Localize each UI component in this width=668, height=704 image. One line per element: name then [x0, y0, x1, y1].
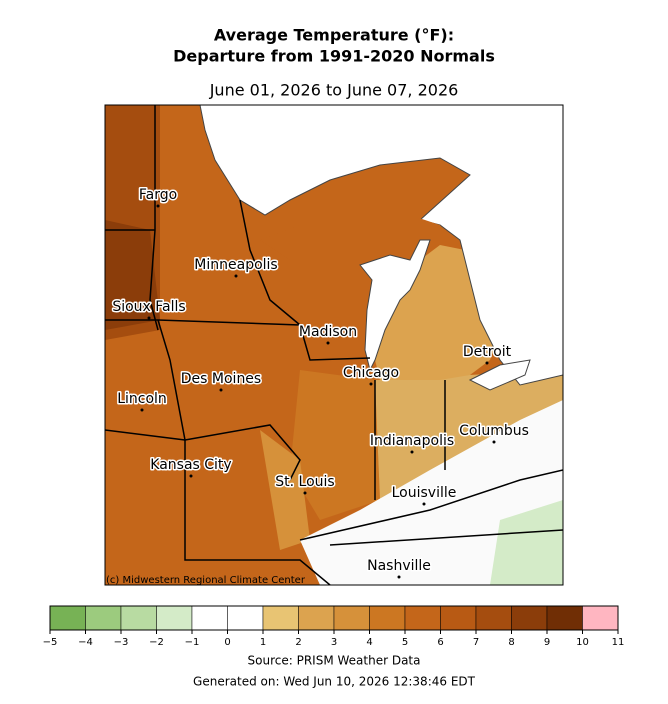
- tick-label: 3: [331, 637, 337, 648]
- city-label: Chicago: [343, 365, 399, 381]
- city-label: St. Louis: [275, 474, 334, 490]
- tick-label: 5: [402, 637, 408, 648]
- tick-label: −5: [43, 637, 58, 648]
- city-label: Kansas City: [150, 457, 231, 473]
- tick-label: 10: [576, 637, 589, 648]
- city-label: Madison: [299, 324, 357, 340]
- region: [375, 245, 500, 380]
- region: [290, 370, 380, 520]
- city-dot: [492, 440, 496, 444]
- color-bin: [49, 605, 86, 631]
- color-bin: [475, 605, 512, 631]
- city-dot: [422, 502, 426, 506]
- city-dot: [410, 450, 414, 454]
- tick-label: 8: [508, 637, 514, 648]
- city-label: Nashville: [367, 558, 431, 574]
- tick-label: 7: [473, 637, 479, 648]
- city-label: Sioux Falls: [112, 299, 185, 315]
- lake-michigan: [359, 239, 431, 372]
- city-dot: [140, 408, 144, 412]
- tick-label: −4: [78, 637, 93, 648]
- city-dot: [219, 388, 223, 392]
- city-label: Indianapolis: [370, 433, 454, 449]
- upper-peninsula: [260, 215, 450, 270]
- map: [104, 104, 564, 586]
- city-label: Des Moines: [181, 371, 261, 387]
- generated: Generated on: Wed Jun 10, 2026 12:38:46 …: [193, 675, 476, 689]
- tick-label: −1: [185, 637, 200, 648]
- warm-region: [105, 220, 160, 330]
- city-label: Columbus: [459, 423, 529, 439]
- color-bin: [85, 605, 122, 631]
- subtitle: June 01, 2026 to June 07, 2026: [209, 81, 459, 100]
- tick-label: −2: [149, 637, 164, 648]
- title-line: Departure from 1991-2020 Normals: [173, 47, 495, 66]
- color-bin: [120, 605, 157, 631]
- city-dot: [147, 316, 151, 320]
- city-label: Minneapolis: [194, 257, 277, 273]
- colorbar: −5 −4 −3 −2 −1 0 1 2 3 4 5 6 7 8 9 10 11: [43, 605, 625, 648]
- color-bin: [582, 605, 619, 631]
- color-bin: [333, 605, 370, 631]
- region: [260, 430, 310, 550]
- color-bin: [369, 605, 406, 631]
- city-label: Fargo: [139, 187, 177, 203]
- map-frame: [104, 104, 564, 586]
- cool-region: [490, 500, 563, 585]
- city-label: Detroit: [463, 344, 512, 360]
- state-borders: [105, 105, 563, 585]
- city-label: Lincoln: [117, 391, 167, 407]
- color-bin: [191, 605, 228, 631]
- color-bin: [511, 605, 548, 631]
- city-dot: [303, 491, 307, 495]
- color-bin: [404, 605, 441, 631]
- tick-label: 1: [260, 637, 266, 648]
- tick-label: 9: [544, 637, 550, 648]
- city-label: Louisville: [392, 485, 457, 501]
- lake-erie: [468, 359, 531, 391]
- tick-label: 2: [295, 637, 301, 648]
- color-bin: [440, 605, 477, 631]
- city-dot: [397, 575, 401, 579]
- city-dot: [189, 474, 193, 478]
- source: Source: PRISM Weather Data: [248, 654, 421, 668]
- color-bin: [156, 605, 193, 631]
- city-dot: [326, 341, 330, 345]
- tick-label: −3: [114, 637, 129, 648]
- color-bin: [227, 605, 264, 631]
- color-bin: [298, 605, 335, 631]
- city-dot: [485, 361, 489, 365]
- tick-label: 0: [224, 637, 230, 648]
- tick-label: 6: [437, 637, 443, 648]
- city-dot: [369, 382, 373, 386]
- city-dot: [156, 204, 160, 208]
- color-bin: [262, 605, 299, 631]
- city-dot: [234, 274, 238, 278]
- tick-label: 11: [612, 637, 625, 648]
- tick-label: 4: [366, 637, 372, 648]
- credit: (c) Midwestern Regional Climate Center: [106, 575, 306, 586]
- canada-and-lake-superior: [199, 105, 563, 386]
- color-bin: [546, 605, 583, 631]
- title-line: Average Temperature (°F):: [214, 26, 454, 45]
